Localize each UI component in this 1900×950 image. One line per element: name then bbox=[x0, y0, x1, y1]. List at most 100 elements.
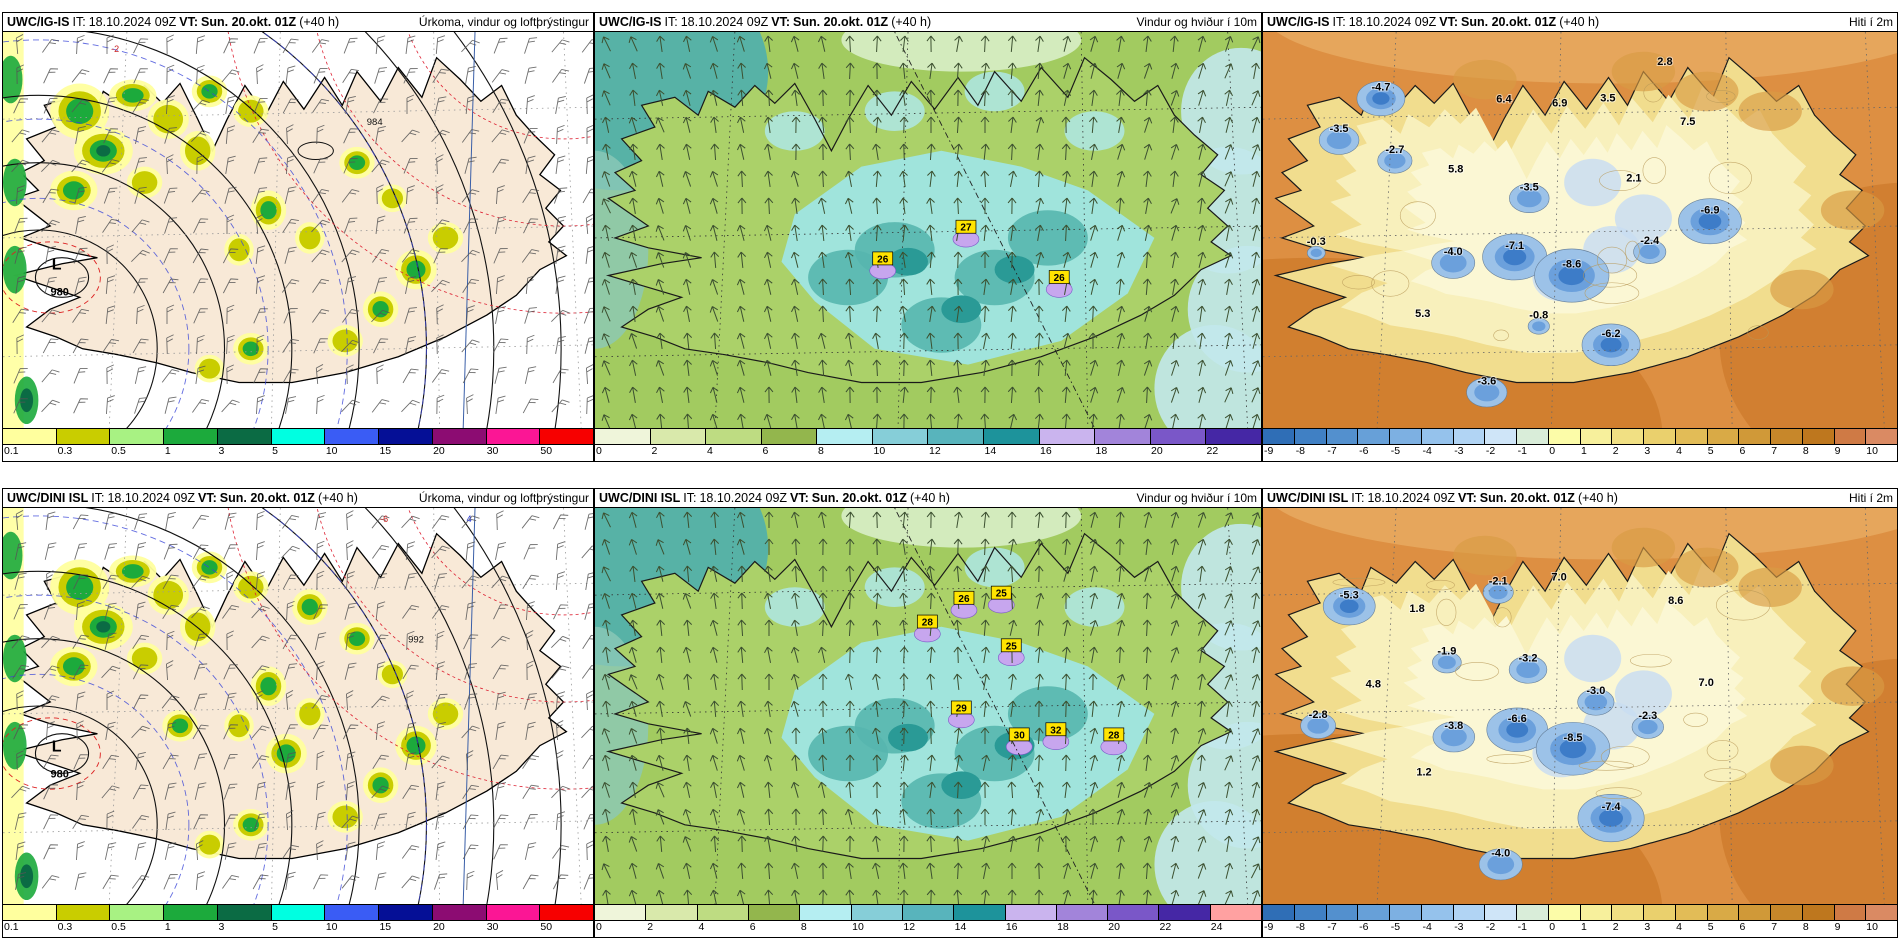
map-precip: L 980 992 -6 4 bbox=[3, 507, 593, 904]
wind-arrows-layer bbox=[601, 511, 1261, 904]
colorbar-swatch bbox=[1612, 429, 1644, 444]
colorbar-swatch bbox=[110, 429, 165, 444]
run-info: UWC/DINI ISL IT: 18.10.2024 09Z VT: Sun. 20.… bbox=[1267, 491, 1618, 505]
svg-text:26: 26 bbox=[1054, 273, 1066, 284]
gust-label: 26 bbox=[872, 251, 894, 265]
wind-map-canvas: 28 26 25 25 29 30 32 28 bbox=[595, 508, 1261, 904]
product-label: Hiti í 2m bbox=[1848, 15, 1893, 29]
colorbar-tick-label: 0 bbox=[596, 921, 602, 933]
colorbar-tick-label: -7 bbox=[1327, 445, 1337, 457]
colorbar-swatch bbox=[1517, 905, 1549, 920]
colorbar-tick-label: 0.5 bbox=[111, 445, 126, 457]
temp-label: -3.6 bbox=[1477, 375, 1496, 387]
colorbar-swatch bbox=[1580, 429, 1613, 444]
colorbar-swatch bbox=[1739, 429, 1771, 444]
colorbar-swatch bbox=[817, 429, 873, 444]
temp-label: -6.2 bbox=[1602, 328, 1621, 340]
colorbar-swatch bbox=[928, 429, 985, 444]
colorbar-tick-label: 50 bbox=[540, 921, 553, 933]
colorbar-swatch bbox=[432, 429, 487, 444]
temp-label: 4.8 bbox=[1366, 678, 1381, 690]
model-name: UWC/DINI ISL bbox=[1267, 491, 1349, 505]
panel-precip-dini: UWC/DINI ISL IT: 18.10.2024 09Z VT: Sun. 20.… bbox=[2, 488, 594, 938]
colorbar-swatch bbox=[1210, 905, 1262, 920]
colorbar-swatch bbox=[217, 905, 272, 920]
colorbar-swatch bbox=[325, 905, 380, 920]
colorbar-swatch bbox=[1150, 429, 1207, 444]
run-info: UWC/IG-IS IT: 18.10.2024 09Z VT: Sun. 20.okt… bbox=[599, 15, 932, 29]
colorbar-swatch bbox=[432, 905, 487, 920]
colorbar-swatch bbox=[1612, 905, 1644, 920]
temp-label: 5.3 bbox=[1415, 308, 1430, 320]
colorbar-swatch bbox=[1485, 905, 1517, 920]
colorbar-swatch bbox=[872, 429, 929, 444]
colorbar-swatch bbox=[1421, 429, 1454, 444]
temp-label: -0.8 bbox=[1529, 309, 1548, 321]
precip-colorbar-labels: 0.1 0.3 0.5 1 3 5 10 15 20 30 50 bbox=[3, 445, 593, 460]
svg-text:26: 26 bbox=[877, 254, 889, 265]
colorbar-swatch bbox=[1390, 429, 1422, 444]
colorbar-swatch bbox=[761, 429, 818, 444]
cold-spots-layer bbox=[1306, 80, 1742, 408]
colorbar-swatch bbox=[954, 905, 1006, 920]
temp-label: -3.5 bbox=[1520, 181, 1539, 193]
low-label: L bbox=[52, 739, 62, 756]
temp-label: 5.8 bbox=[1448, 164, 1463, 176]
colorbar-tick-label: 22 bbox=[1159, 921, 1172, 933]
low-value-label: 980 bbox=[50, 286, 68, 298]
colorbar-swatch bbox=[1206, 429, 1261, 444]
temp-label: 7.0 bbox=[1699, 677, 1714, 689]
colorbar-swatch bbox=[1005, 905, 1057, 920]
colorbar-tick-label: -1 bbox=[1517, 921, 1527, 933]
svg-text:26: 26 bbox=[958, 594, 970, 605]
panel-temp-ig-is: UWC/IG-IS IT: 18.10.2024 09Z VT: Sun. 20.okt… bbox=[1262, 12, 1898, 462]
colorbar-tick-label: -3 bbox=[1454, 921, 1464, 933]
gust-label: 28 bbox=[1103, 727, 1125, 741]
colorbar-tick-label: 24 bbox=[1210, 921, 1223, 933]
temp-label: 7.0 bbox=[1551, 571, 1566, 583]
gust-label: 29 bbox=[950, 700, 972, 714]
wind-colorbar-labels: 0 2 4 6 8 10 12 14 16 18 20 22 bbox=[595, 445, 1261, 460]
panel-header: UWC/DINI ISL IT: 18.10.2024 09Z VT: Sun. 20.… bbox=[595, 489, 1261, 507]
map-temp: -4.7 -3.5 -2.7 5.8 6.4 6.9 3.5 2.8 7.5 2.1 -3.5 -6.… bbox=[1263, 31, 1897, 428]
colorbar-tick-label: 3 bbox=[1644, 445, 1651, 457]
colorbar-tick-label: 12 bbox=[929, 445, 941, 457]
colorbar-tick-label: -9 bbox=[1264, 445, 1274, 457]
colorbar-tick-label: -8 bbox=[1295, 921, 1306, 933]
colorbar-swatch bbox=[902, 905, 955, 920]
panel-header: UWC/DINI ISL IT: 18.10.2024 09Z VT: Sun. 20.… bbox=[1263, 489, 1897, 507]
temp-label: -4.0 bbox=[1491, 847, 1510, 859]
svg-text:28: 28 bbox=[1108, 730, 1120, 741]
contour-blue-label: 4 bbox=[467, 514, 472, 524]
temp-colorbar bbox=[1263, 904, 1897, 921]
gust-label: 26 bbox=[953, 590, 975, 605]
map-labels-layer: 28 26 25 25 29 30 32 28 bbox=[916, 585, 1125, 741]
colorbar-swatch bbox=[1294, 429, 1327, 444]
colorbar-swatch bbox=[3, 429, 57, 444]
isobar-label: 992 bbox=[408, 635, 424, 646]
colorbar-tick-label: -4 bbox=[1422, 445, 1432, 457]
contour-red-label: -6 bbox=[380, 514, 388, 524]
colorbar-tick-label: 20 bbox=[433, 921, 445, 933]
colorbar-swatch bbox=[1326, 905, 1359, 920]
panel-temp-dini: UWC/DINI ISL IT: 18.10.2024 09Z VT: Sun. 20.… bbox=[1262, 488, 1898, 938]
panel-header: UWC/DINI ISL IT: 18.10.2024 09Z VT: Sun. 20.… bbox=[3, 489, 593, 507]
temp-label: -2.7 bbox=[1385, 144, 1404, 156]
map-precip: L 980 984 -2 bbox=[3, 31, 593, 428]
colorbar-tick-label: 5 bbox=[1707, 445, 1714, 457]
model-name: UWC/IG-IS bbox=[7, 15, 70, 29]
colorbar-tick-label: 30 bbox=[486, 921, 499, 933]
colorbar-swatch bbox=[1453, 429, 1486, 444]
colorbar-tick-label: 8 bbox=[800, 921, 807, 933]
colorbar-swatch bbox=[1834, 905, 1867, 920]
temp-label: -4.0 bbox=[1444, 246, 1463, 258]
temp-label: 2.1 bbox=[1626, 173, 1641, 185]
gust-label: 30 bbox=[1008, 727, 1030, 741]
colorbar-tick-label: 4 bbox=[698, 921, 705, 933]
colorbar-tick-label: 0 bbox=[1549, 445, 1556, 457]
colorbar-tick-label: -8 bbox=[1295, 445, 1306, 457]
temp-colorbar bbox=[1263, 428, 1897, 445]
colorbar-swatch bbox=[1675, 429, 1708, 444]
temp-label: -3.0 bbox=[1586, 685, 1605, 697]
